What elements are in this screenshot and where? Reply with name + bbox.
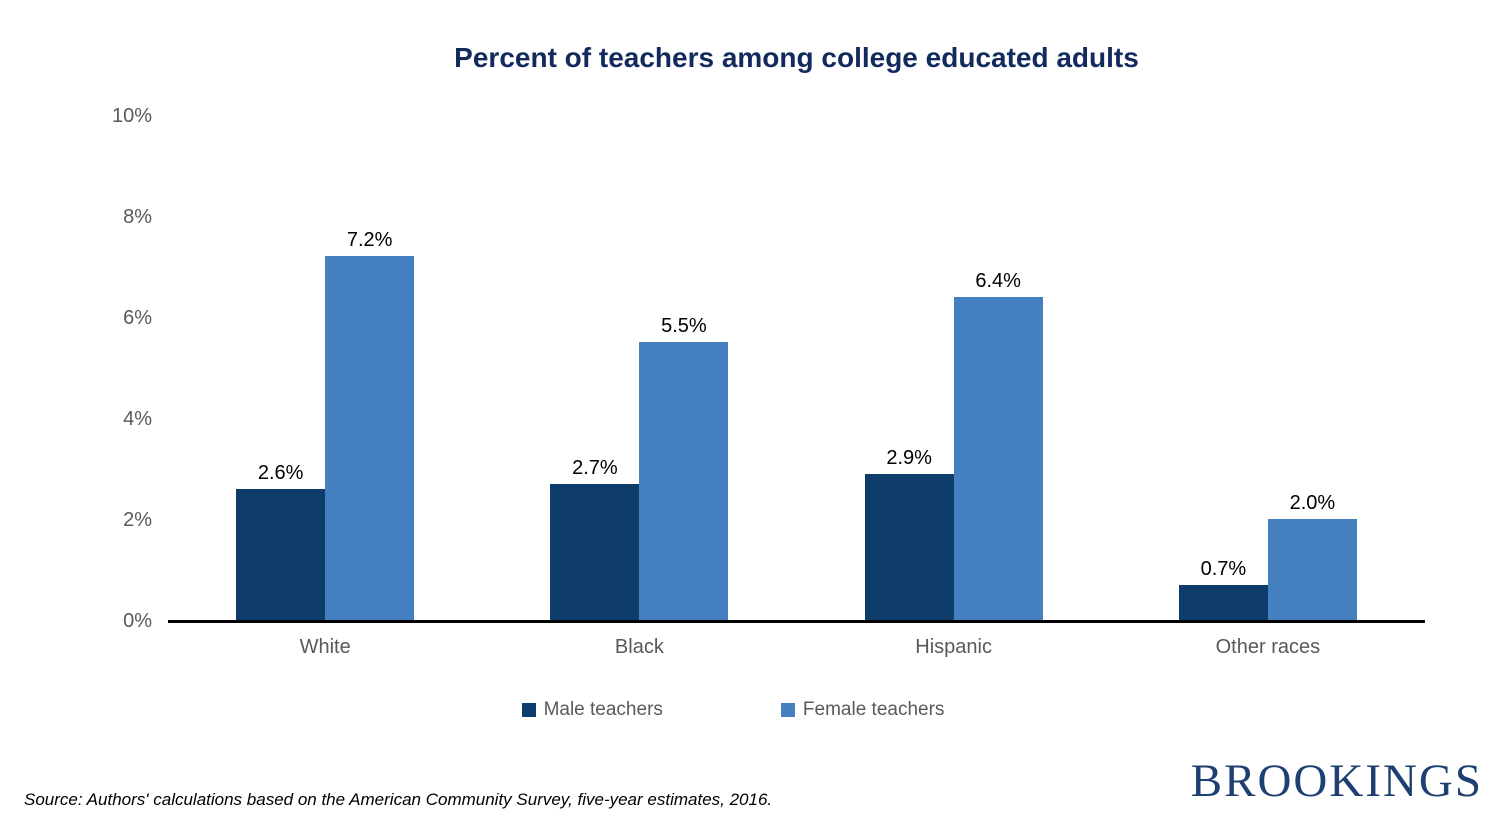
bar-column: 2.7% [550,456,640,620]
source-note: Source: Authors' calculations based on t… [24,790,773,809]
chart-title: Percent of teachers among college educat… [454,42,1139,73]
x-axis-category-label: Black [614,636,664,658]
bar-value-label: 5.5% [661,315,707,338]
y-axis-tick-label: 2% [123,509,152,531]
bar-column: 2.0% [1267,492,1357,620]
y-axis-tick-label: 6% [123,307,152,329]
legend: Male teachers Female teachers [168,700,1298,719]
male-teachers-bar [1178,584,1268,620]
bar-column: 2.9% [864,446,954,620]
bar-value-label: 2.9% [886,446,932,469]
legend-item-male-teachers: Male teachers [521,699,663,720]
male-teachers-bar [236,488,326,620]
legend-swatch-icon [780,702,795,717]
female-teachers-bar [325,256,415,620]
legend-swatch-icon [521,702,536,717]
bar-column: 0.7% [1178,557,1268,620]
legend-item-female-teachers: Female teachers [780,699,945,720]
legend-label: Male teachers [543,699,663,720]
bar-group-black: 2.7% 5.5% Black [482,115,796,657]
male-teachers-bar [550,483,640,620]
bar-group-other-races: 0.7% 2.0% Other races [1111,115,1425,657]
y-axis-tick-label: 10% [111,105,152,127]
bar-column: 5.5% [639,315,729,620]
bar-column: 6.4% [953,269,1043,620]
female-teachers-bar [953,296,1043,620]
bar-column: 7.2% [325,229,415,620]
plot-area: 0% 2% 4% 6% 8% 10% 2.6% 7.2% White 2.7% 5.5% Black… [112,106,1425,657]
bar-value-label: 6.4% [975,269,1021,292]
x-axis-line [168,620,1425,623]
legend-label: Female teachers [802,699,945,720]
female-teachers-bar [639,342,729,620]
y-axis-tick-label: 4% [123,408,152,430]
y-axis-tick-label: 8% [123,206,152,228]
x-axis-category-label: Hispanic [915,636,992,658]
bar-group-hispanic: 2.9% 6.4% Hispanic [797,115,1111,657]
bar-group-white: 2.6% 7.2% White [168,115,482,657]
bar-value-label: 2.7% [572,456,618,479]
male-teachers-bar [864,473,954,620]
bar-value-label: 7.2% [346,229,393,252]
bar-column: 2.6% [236,461,326,620]
x-axis-category-label: Other races [1215,636,1321,658]
bar-value-label: 2.0% [1289,492,1336,514]
female-teachers-bar [1267,519,1357,620]
y-axis-tick-label: 0% [123,610,152,632]
brookings-logo: BROOKINGS [1190,755,1483,807]
x-axis-category-label: White [299,636,351,658]
bar-value-label: 2.6% [257,461,304,484]
bar-value-label: 0.7% [1200,557,1247,580]
